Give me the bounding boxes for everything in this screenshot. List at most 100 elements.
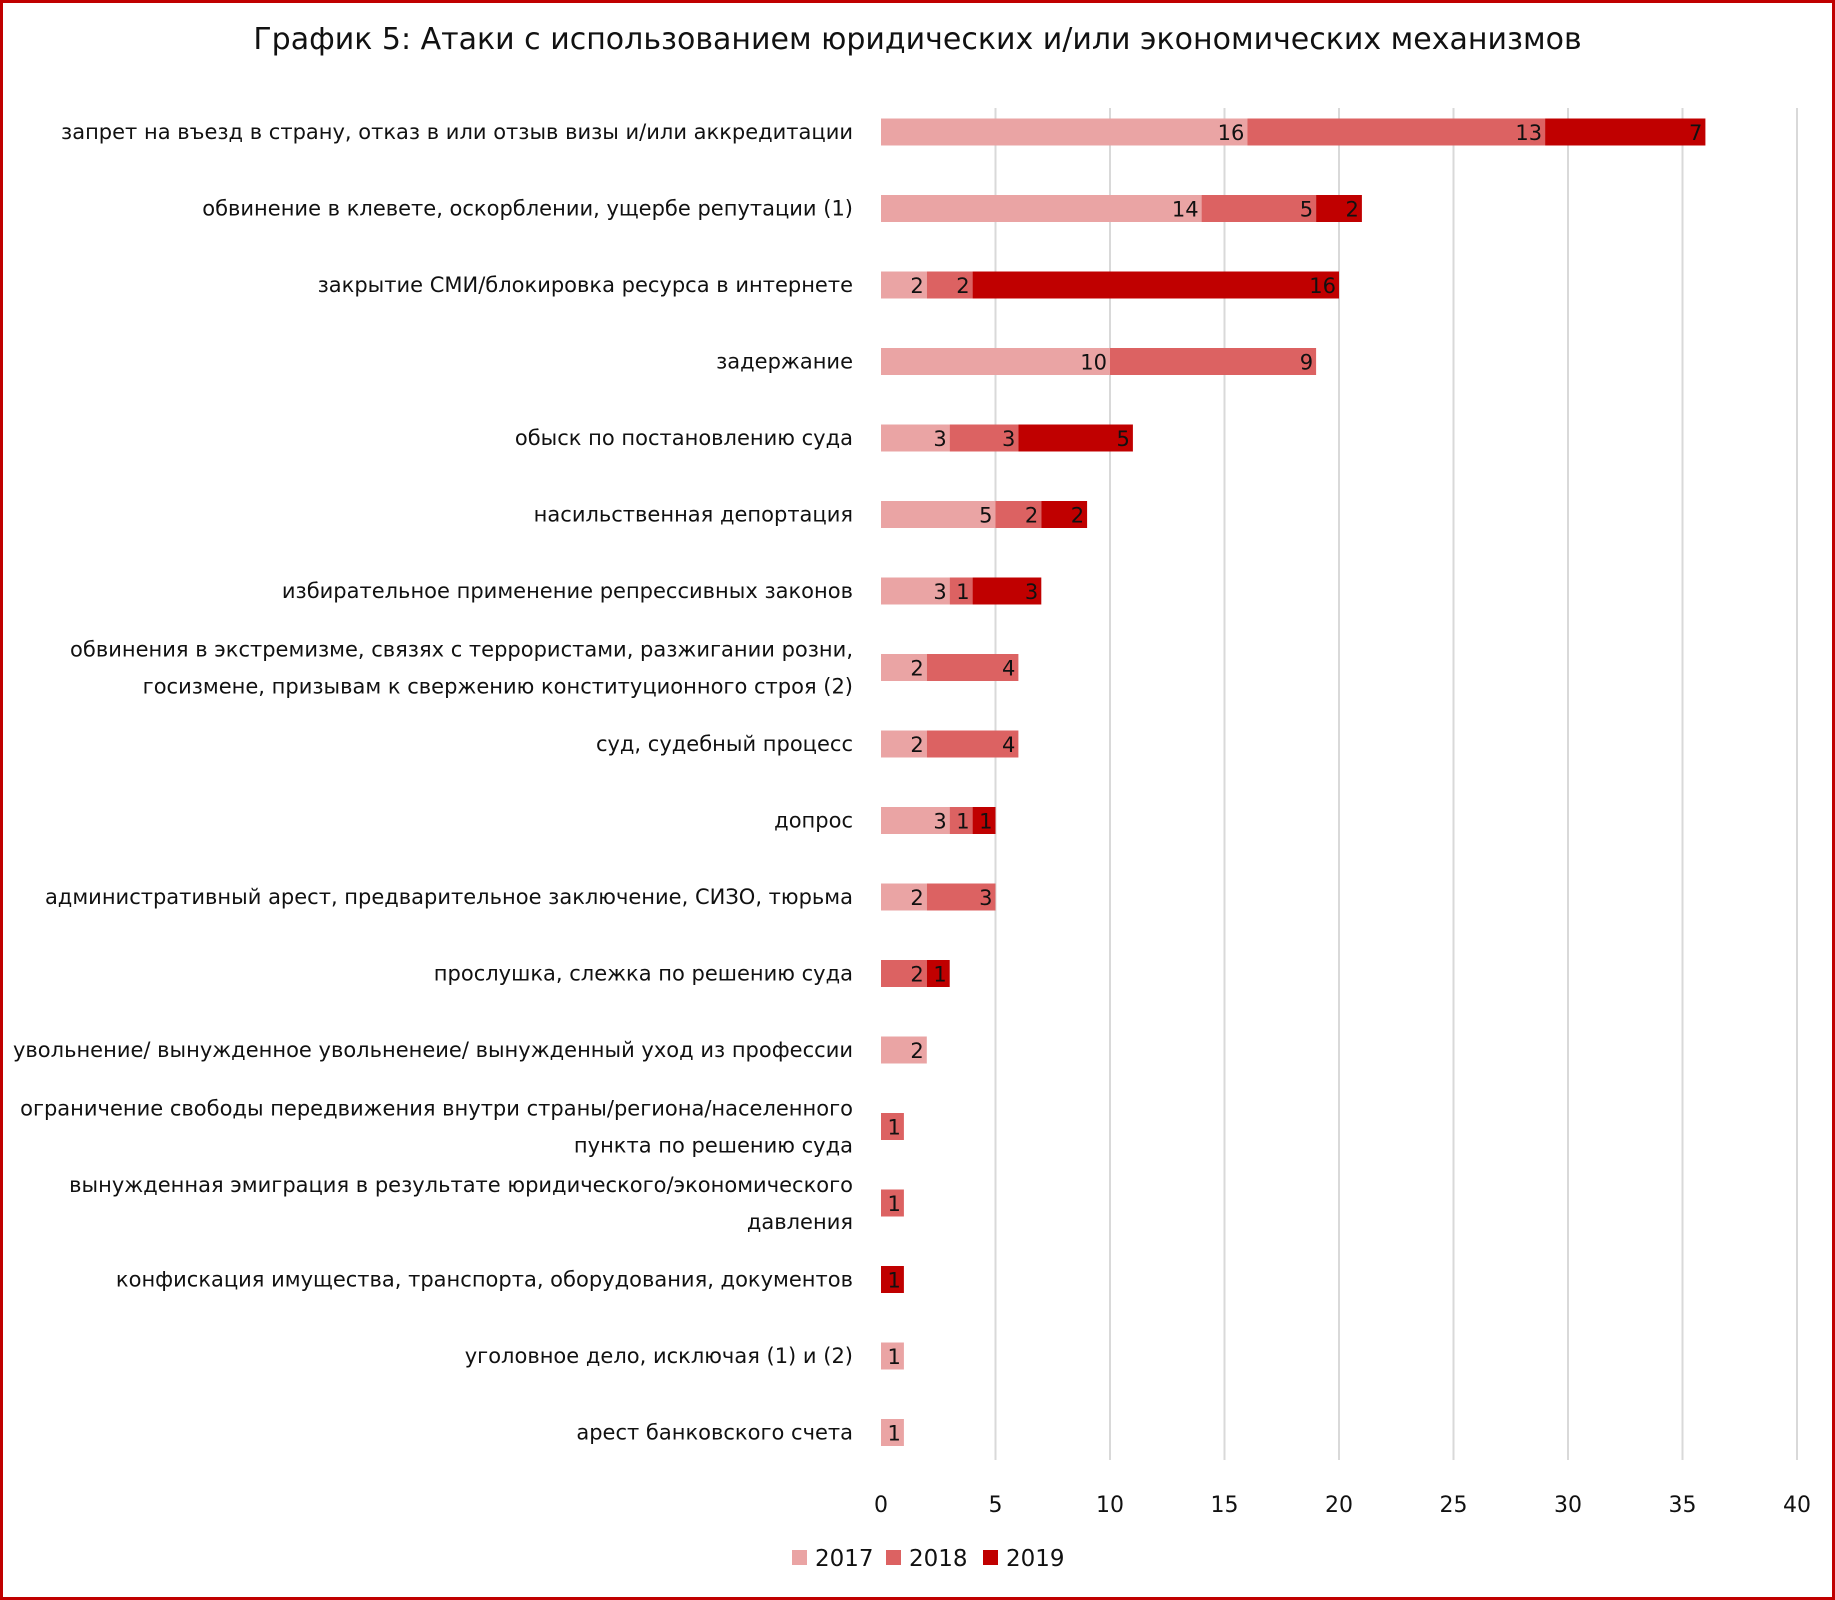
bar-2018 [949,807,973,834]
bar-2019 [1545,118,1706,146]
x-tick-label: 30 [1554,1493,1582,1518]
data-label: 16 [1309,274,1336,298]
x-tick-label: 15 [1211,1493,1239,1518]
data-label: 13 [1515,121,1542,145]
x-tick-label: 20 [1325,1493,1353,1518]
category-label: запрет на въезд в страну, отказ в или от… [61,120,853,144]
category-label-line: вынужденная эмиграция в результате юриди… [69,1173,853,1197]
x-tick-label: 10 [1096,1493,1124,1518]
bar-2018 [1110,348,1317,375]
data-label: 16 [1218,121,1245,145]
data-label: 5 [1117,427,1130,451]
legend-label: 2018 [909,1546,968,1572]
data-label: 1 [956,580,969,604]
bar-2018 [949,424,1019,452]
data-label: 9 [1300,351,1313,375]
bar-2017 [881,424,950,452]
bar-2019 [972,807,996,834]
category-label-line: госизмене, призывам к свержению конститу… [143,675,853,699]
data-label: 2 [1346,198,1359,222]
x-tick-label: 0 [874,1493,888,1518]
bar-2019 [972,577,1042,605]
x-tick-label: 25 [1440,1493,1468,1518]
data-label: 2 [1071,504,1084,528]
data-label: 2 [956,274,969,298]
bar-2018 [995,501,1042,528]
bar-2018 [926,271,973,299]
data-label: 3 [1025,580,1038,604]
bar-2018 [926,654,1019,681]
legend: 2017 2018 2019 [792,1546,1065,1572]
bar-2017 [881,654,927,681]
bar-2018 [881,1189,904,1217]
category-label-line: пункта по решению суда [574,1134,853,1158]
data-label: 3 [933,580,946,604]
data-label: 3 [933,810,946,834]
category-label: обвинения в экстремизме, связях с террор… [70,638,853,699]
category-label: административный арест, предварительное … [45,885,853,909]
legend-label: 2017 [815,1546,874,1572]
bar-2019 [881,1266,904,1293]
data-label: 4 [1002,657,1015,681]
data-label: 1 [933,963,946,987]
category-label-line: обвинения в экстремизме, связях с террор… [70,638,853,662]
bar-2018 [926,730,1019,758]
data-label: 3 [979,886,992,910]
x-axis-ticks: 0 5 10 15 20 25 30 35 40 [874,1493,1811,1518]
category-label: вынужденная эмиграция в результате юриди… [69,1173,853,1234]
bar-2017 [881,577,950,605]
legend-swatch-2017 [792,1550,807,1565]
data-label: 10 [1080,351,1107,375]
bar-2017 [881,271,927,299]
bar-2017 [881,501,996,528]
category-labels: запрет на въезд в страну, отказ в или от… [13,120,853,1445]
bar-2019 [1041,501,1088,528]
bar-2017 [881,195,1202,222]
category-label: суд, судебный процесс [596,732,853,756]
data-label: 5 [979,504,992,528]
data-label: 1 [888,1345,901,1369]
category-label-line: давления [747,1210,853,1234]
category-label: обыск по постановлению суда [515,426,853,450]
data-label: 1 [979,810,992,834]
category-label: избирательное применение репрессивных за… [282,579,853,603]
bar-2018 [926,883,996,911]
bar-2017 [881,807,950,834]
category-label-line: ограничение свободы передвижения внутри … [20,1097,853,1121]
data-label: 1 [888,1192,901,1216]
bar-2018 [881,1113,904,1140]
category-label: задержание [716,350,853,374]
data-label: 2 [910,274,923,298]
category-label: уголовное дело, исключая (1) и (2) [465,1344,853,1368]
bar-2017 [881,1342,904,1370]
category-label: насильственная депортация [534,503,853,527]
data-label: 2 [910,733,923,757]
gridlines [994,108,1798,1460]
bar-2018 [881,960,927,987]
legend-label: 2019 [1006,1546,1065,1572]
data-label: 14 [1172,198,1199,222]
data-label: 1 [888,1116,901,1140]
data-label: 2 [1025,504,1038,528]
bar-2017 [881,1036,927,1064]
data-label: 4 [1002,733,1015,757]
data-label: 1 [888,1269,901,1293]
chart-title: График 5: Атаки с использованием юридиче… [253,22,1582,57]
bar-2019 [926,960,950,987]
category-label: ограничение свободы передвижения внутри … [20,1097,853,1158]
category-label: увольнение/ вынужденное увольненеие/ вын… [13,1038,853,1062]
data-label: 5 [1300,198,1313,222]
data-label: 2 [910,886,923,910]
data-label: 7 [1689,121,1702,145]
x-tick-label: 5 [989,1493,1003,1518]
bar-2017 [881,118,1248,146]
data-label: 2 [910,1039,923,1063]
legend-swatch-2019 [983,1550,998,1565]
x-tick-label: 40 [1783,1493,1811,1518]
bar-2018 [1201,195,1317,222]
data-label: 3 [933,427,946,451]
bar-2017 [881,883,927,911]
